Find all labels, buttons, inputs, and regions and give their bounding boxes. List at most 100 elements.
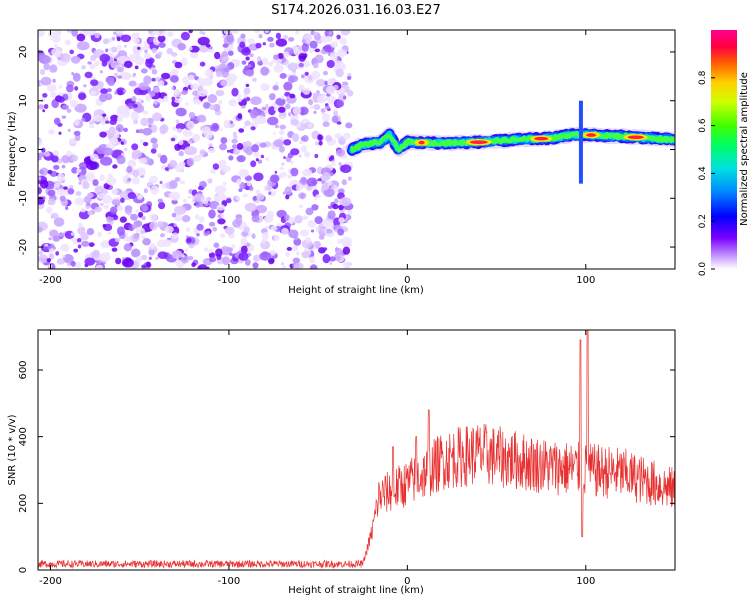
spectrogram-noise-blob (103, 183, 110, 190)
spectrogram-noise-blob (115, 257, 122, 265)
spectrogram-noise-blob (335, 148, 346, 157)
snr-x-axis-label: Height of straight line (km) (288, 585, 424, 596)
spectrogram-noise-blob (273, 54, 279, 60)
spectrogram-noise-blob (158, 51, 163, 56)
spectrogram-noise-blob (175, 119, 180, 124)
spectrogram-y-ticks: -20 -10 0 10 20 (18, 46, 675, 255)
spectrogram-noise-blob (119, 216, 127, 223)
spectrogram-noise-blob (186, 227, 190, 232)
spectrogram-noise-blob (135, 192, 139, 196)
spectrogram-noise-blob (157, 251, 168, 259)
spectrogram-noise-blob (90, 153, 99, 162)
spectrogram-noise-blob (222, 56, 230, 62)
spectrogram-noise-blob (102, 38, 109, 45)
spectrogram-noise-blob (205, 43, 211, 48)
spectrogram-noise-blob (265, 104, 269, 109)
spectrogram-noise-blob (322, 171, 331, 181)
spectrogram-noise-blob (137, 46, 141, 50)
spectrogram-noise-blob (140, 254, 148, 261)
spectrogram-noise-blob (85, 172, 96, 182)
spectrogram-noise-blob (61, 115, 67, 119)
spectrogram-noise-blob (336, 121, 342, 125)
spectrogram-noise-blob (226, 149, 230, 153)
spectrogram-noise-blob (73, 130, 81, 136)
spectrogram-noise-blob (277, 106, 286, 113)
spectrogram-noise-blob (105, 176, 117, 186)
spectrogram-y-tick-label: 10 (18, 94, 29, 107)
spectrogram-noise-blob (291, 245, 299, 252)
spectrogram-noise-blob (132, 176, 140, 185)
spectrogram-noise-blob (333, 110, 338, 117)
spectrogram-noise-blob (207, 178, 213, 184)
snr-series-line (38, 330, 675, 570)
spectrogram-noise-blob (298, 106, 309, 116)
spectrogram-noise-blob (52, 235, 60, 242)
spectrogram-noise-blob (275, 124, 279, 129)
spectrogram-noise-blob (273, 107, 277, 111)
spectrogram-x-axis-label: Height of straight line (km) (288, 285, 424, 296)
spectrogram-noise-blob (48, 237, 52, 241)
spectrogram-noise-blob (86, 228, 95, 236)
spectrogram-noise-blob (308, 123, 313, 128)
spectrogram-noise-blob (300, 145, 307, 153)
spectrogram-noise-blob (261, 232, 269, 241)
spectrogram-noise-blob (38, 152, 45, 158)
spectrogram-noise-blob (42, 109, 46, 113)
spectrogram-noise-blob (197, 114, 206, 123)
spectrogram-noise-blob (268, 106, 276, 116)
spectrogram-noise-blob (216, 71, 223, 78)
spectrogram-noise-blob (263, 214, 274, 223)
spectrogram-noise-blob (192, 133, 201, 142)
spectrogram-noise-blob (254, 30, 260, 34)
spectrogram-noise-blob (210, 122, 220, 132)
spectrogram-noise-blob (260, 66, 270, 76)
spectrogram-noise-blob (347, 72, 352, 77)
spectrogram-noise-blob (212, 163, 220, 170)
spectrogram-noise-blob (320, 35, 328, 43)
snr-x-ticks: -200 -100 0 100 (39, 330, 595, 587)
spectrogram-noise-blob (301, 74, 305, 79)
spectrogram-noise-blob (226, 73, 238, 83)
spectrogram-noise-blob (192, 155, 202, 162)
spectrogram-noise-blob (215, 248, 223, 257)
spectrogram-noise-blob (169, 179, 178, 189)
spectrogram-noise-blob (213, 242, 220, 248)
spectrogram-noise-blob (56, 173, 66, 182)
spectrogram-noise-blob (166, 48, 173, 55)
spectrogram-noise-blob (114, 62, 119, 66)
spectrogram-noise-blob (313, 104, 321, 111)
spectrogram-noise-blob (304, 71, 309, 76)
spectrogram-noise-blob (321, 113, 331, 123)
spectrogram-noise-blob (242, 193, 248, 198)
spectrogram-noise-blob (288, 229, 299, 239)
spectrogram-noise-blob (180, 255, 189, 264)
spectrogram-noise-blob (289, 93, 296, 99)
spectrogram-noise-blob (61, 155, 71, 164)
spectrogram-noise-blob (294, 215, 303, 224)
spectrogram-noise-blob (237, 94, 242, 98)
spectrogram-noise-blob (242, 142, 247, 146)
spectrogram-noise-blob (201, 182, 206, 188)
spectrogram-noise-blob (89, 121, 94, 125)
spectrogram-noise-blob (231, 244, 236, 249)
spectrogram-noise-blob (111, 199, 121, 206)
spectrogram-noise-blob (331, 162, 336, 166)
spectrogram-noise-blob (299, 204, 304, 209)
spectrogram-noise-blob (131, 149, 142, 158)
spectrogram-noise-blob (120, 108, 131, 118)
snr-panel: -200 -100 0 100 0 200 400 600 Height of straig… (7, 329, 676, 596)
snr-y-tick-label: 0 (18, 567, 29, 573)
spectrogram-noise-blob (94, 60, 100, 67)
spectrogram-noise-blob (250, 160, 257, 168)
spectrogram-noise-blob (159, 180, 163, 185)
spectrogram-noise-blob (147, 117, 154, 125)
spectrogram-noise-blob (288, 216, 295, 225)
spectrogram-noise-blob (99, 131, 107, 138)
spectrogram-noise-blob (145, 261, 151, 268)
spectrogram-noise-blob (252, 262, 259, 269)
spectrogram-noise-blob (238, 128, 245, 133)
spectrogram-noise-blob (299, 140, 304, 145)
spectrogram-noise-blob (241, 60, 247, 65)
spectrogram-noise-blob (189, 52, 199, 59)
spectrogram-noise-blob (61, 254, 66, 258)
